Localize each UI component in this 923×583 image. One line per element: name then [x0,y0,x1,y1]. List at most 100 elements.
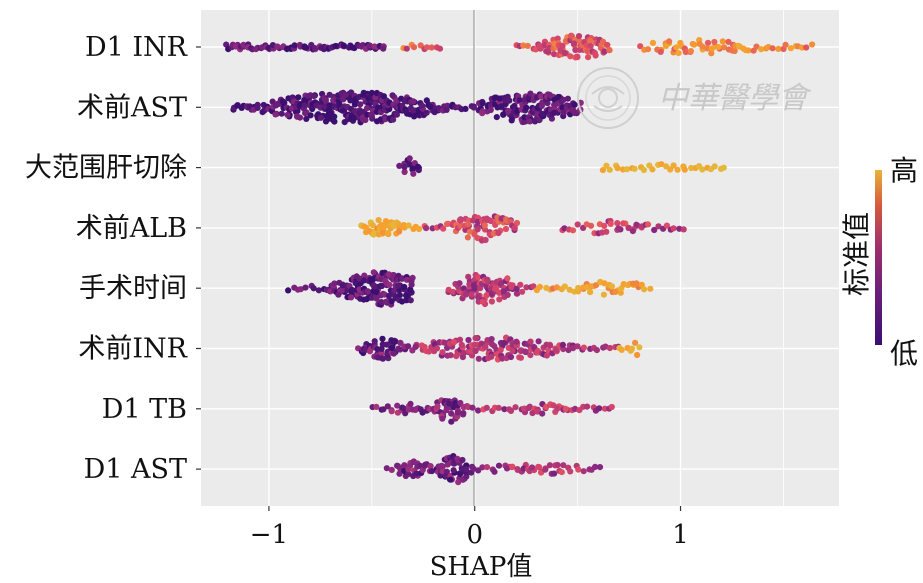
shap-point [711,163,718,170]
shap-point [492,285,499,292]
shap-point [699,43,706,50]
shap-point [534,408,541,415]
shap-point [682,48,689,56]
shap-point [596,405,603,412]
shap-point [498,280,505,287]
feature-row-points [355,334,643,363]
watermark: 中華醫學會 [577,67,812,129]
shap-point [296,41,303,49]
shap-point [454,409,461,416]
shap-point [719,38,726,45]
shap-point [378,282,385,290]
shap-point [629,228,637,235]
shap-point [554,405,561,412]
shap-point [395,282,402,289]
shap-point [503,465,511,472]
shap-point [382,298,389,305]
colorbar-low-label: 低 [890,337,918,370]
shap-point [558,469,565,476]
shap-point [393,111,400,118]
shap-point [687,48,695,55]
shap-point [427,463,434,470]
shap-point [601,222,608,229]
feature-row-points [223,32,816,61]
shap-point [483,464,491,471]
shap-point [495,230,502,237]
shap-point [410,107,417,114]
shap-point [456,217,463,224]
shap-point [599,167,607,174]
shap-point [441,339,449,346]
shap-point [507,407,515,414]
shap-point [379,335,386,342]
shap-point [658,161,665,168]
shap-point [439,349,446,356]
shap-point [520,42,527,49]
shap-point [349,44,356,51]
shap-point [491,94,499,101]
shap-point [787,45,795,52]
feature-row-points [358,213,687,244]
shap-point [393,97,400,104]
shap-point [529,410,536,417]
shap-point [493,114,500,121]
shap-point [624,166,631,173]
shap-point [513,338,520,345]
feature-row-points [285,269,654,308]
shap-point [444,220,451,228]
shap-point [457,399,464,407]
shap-point [519,288,526,295]
shap-point [571,40,578,47]
shap-point [666,38,673,45]
shap-point [715,43,722,51]
shap-point [528,464,536,471]
shap-point [412,343,419,350]
shap-point [274,43,281,50]
shap-point [439,415,446,422]
shap-point [380,45,387,52]
shap-point [501,406,508,413]
shap-point [634,351,641,359]
shap-point [636,344,643,351]
shap-point [479,464,486,471]
shap-point [407,297,414,304]
shap-point [657,48,664,56]
shap-point [575,284,582,292]
shap-point [569,227,577,234]
shap-point [348,294,355,301]
shap-point [378,299,385,306]
shap-point [474,226,481,233]
shap-point [655,223,662,230]
shap-point [644,46,652,53]
shap-point [568,33,575,40]
shap-point [495,404,502,411]
shap-point [617,289,624,296]
shap-point [297,286,304,293]
shap-point [465,336,472,344]
shap-point [285,287,292,294]
shap-point [612,288,619,295]
shap-point [459,354,466,361]
shap-point [335,291,342,298]
points-layer [223,32,816,486]
shap-point [517,354,525,361]
shap-point [551,51,558,58]
shap-point [620,220,627,227]
shap-point [379,355,386,362]
x-tick-label: −1 [250,520,288,550]
shap-point [459,456,466,464]
shap-point [587,42,594,50]
shap-point [297,101,304,108]
plot-panel [201,10,839,506]
shap-point [674,166,681,173]
shap-point [580,468,587,475]
shap-point [670,225,677,232]
shap-point [615,225,622,232]
feature-label: D1 INR [85,32,188,63]
shap-point [384,403,391,410]
shap-point [571,109,578,117]
shap-point [386,281,393,288]
shap-point [272,111,279,118]
shap-point [488,353,495,360]
shap-point [482,343,489,351]
